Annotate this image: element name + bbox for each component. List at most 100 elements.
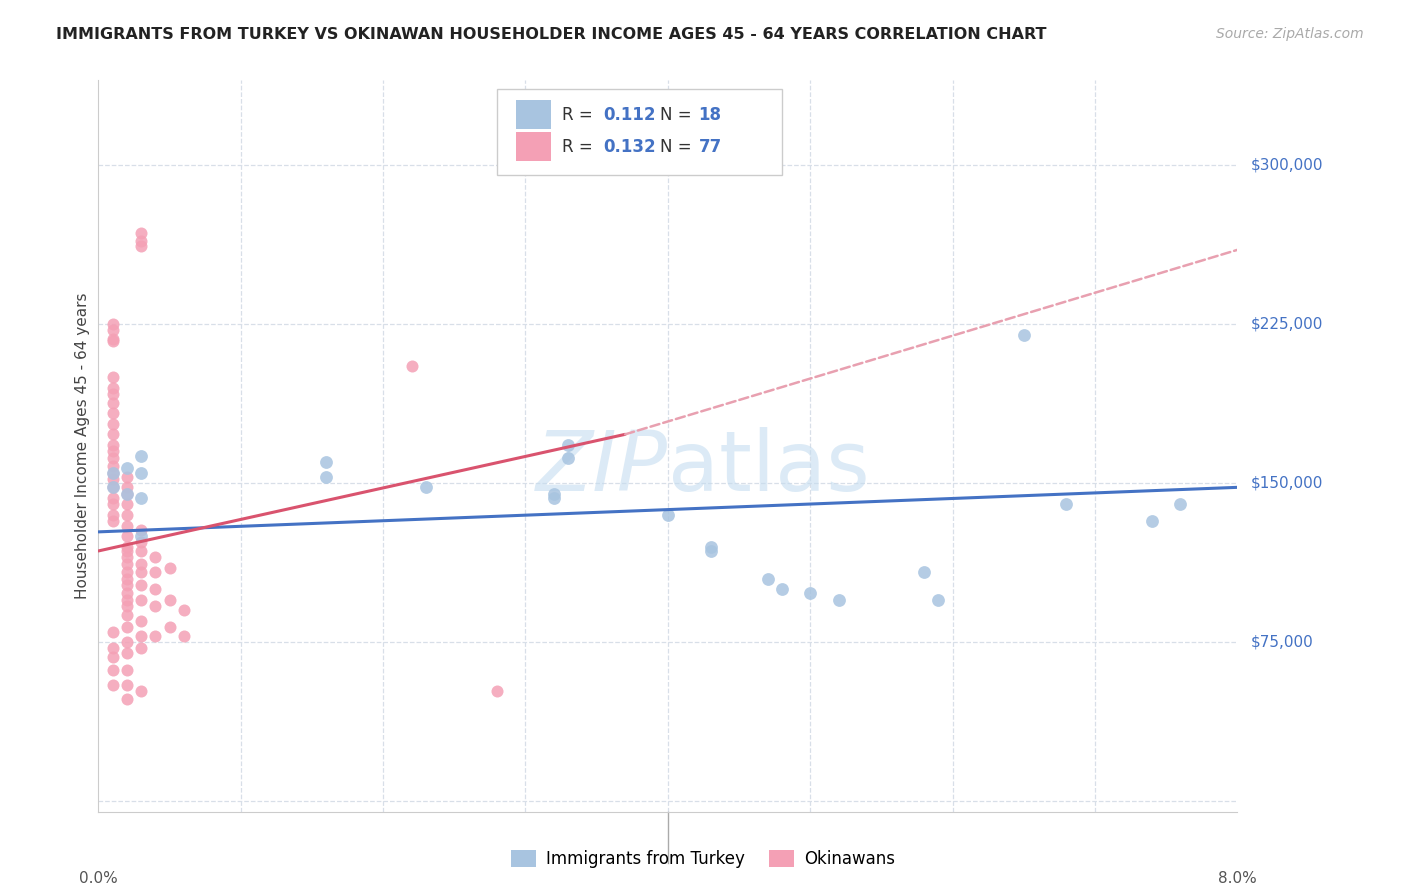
Point [145,582,167,596]
Point [129,449,152,463]
Point [115,518,138,533]
Point [129,684,152,698]
Point [315,455,337,469]
Point [101,332,124,346]
Point [129,466,152,480]
Point [145,550,167,565]
Point [129,641,152,656]
Text: 0.112: 0.112 [603,105,655,124]
Point [1012,327,1035,342]
Point [145,629,167,643]
Point [129,565,152,579]
Point [101,334,124,348]
Point [129,535,152,549]
Text: $225,000: $225,000 [1251,317,1323,332]
Text: 0.0%: 0.0% [79,871,118,886]
Point [101,459,124,474]
Point [173,629,195,643]
Point [115,565,138,579]
Point [115,635,138,649]
Point [101,624,124,639]
Text: R =: R = [562,105,598,124]
Text: 18: 18 [699,105,721,124]
Point [115,620,138,634]
Point [699,544,721,558]
Text: 0.132: 0.132 [603,138,655,156]
Point [1170,497,1192,511]
Point [115,469,138,483]
Point [101,491,124,505]
Point [115,677,138,691]
FancyBboxPatch shape [516,100,551,129]
Point [129,629,152,643]
Point [415,480,437,494]
Point [129,235,152,249]
Point [115,486,138,500]
Point [101,641,124,656]
Point [129,523,152,537]
Point [115,544,138,558]
Point [101,438,124,452]
Point [101,417,124,431]
Point [115,692,138,706]
Point [115,550,138,565]
Text: $300,000: $300,000 [1251,158,1323,172]
Text: $150,000: $150,000 [1251,475,1323,491]
Point [145,565,167,579]
Point [557,438,579,452]
Text: atlas: atlas [668,427,869,508]
Point [101,444,124,458]
Point [101,427,124,442]
FancyBboxPatch shape [516,132,551,161]
Point [159,592,181,607]
Point [927,592,949,607]
Point [101,497,124,511]
Point [115,508,138,522]
Text: IMMIGRANTS FROM TURKEY VS OKINAWAN HOUSEHOLDER INCOME AGES 45 - 64 YEARS CORRELA: IMMIGRANTS FROM TURKEY VS OKINAWAN HOUSE… [56,27,1046,42]
Point [129,592,152,607]
Text: N =: N = [659,138,697,156]
Point [115,480,138,494]
Text: 8.0%: 8.0% [1218,871,1257,886]
Point [401,359,423,374]
Point [159,561,181,575]
Point [1140,514,1163,528]
Point [557,450,579,465]
Point [543,486,565,500]
Point [115,572,138,586]
Point [101,466,124,480]
Point [486,684,509,698]
Point [129,544,152,558]
Point [101,381,124,395]
FancyBboxPatch shape [498,89,782,176]
Point [101,387,124,401]
Point [115,592,138,607]
Point [173,603,195,617]
Point [145,599,167,613]
Point [115,607,138,622]
Point [115,557,138,571]
Text: N =: N = [659,105,697,124]
Point [101,480,124,494]
Point [101,480,124,494]
Point [101,514,124,528]
Point [828,592,851,607]
Point [101,472,124,486]
Text: ZIP: ZIP [536,427,668,508]
Point [115,486,138,500]
Point [101,406,124,420]
Point [129,614,152,628]
Point [115,586,138,600]
Point [115,646,138,660]
Point [115,497,138,511]
Text: $75,000: $75,000 [1251,634,1315,649]
Point [756,572,779,586]
Point [315,469,337,483]
Point [115,663,138,677]
Point [799,586,821,600]
Point [101,317,124,331]
Point [115,529,138,543]
Y-axis label: Householder Income Ages 45 - 64 years: Householder Income Ages 45 - 64 years [75,293,90,599]
Text: R =: R = [562,138,598,156]
Point [770,582,793,596]
